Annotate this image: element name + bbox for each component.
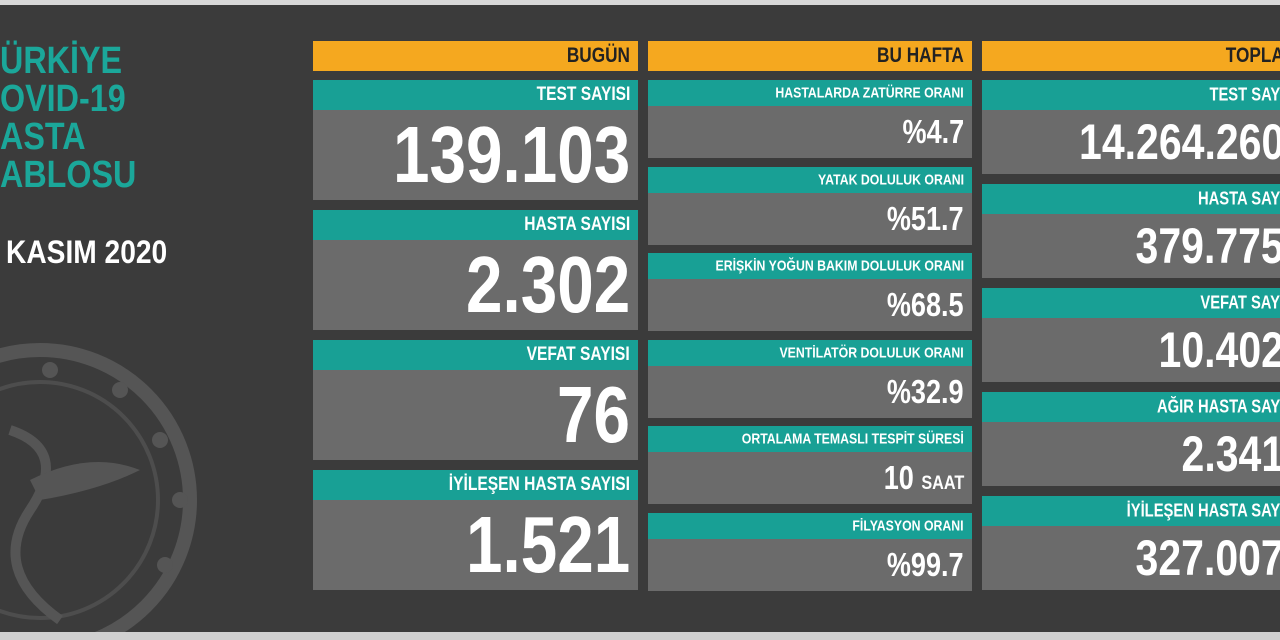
value-number: 327.007 xyxy=(1135,530,1280,586)
value-text: 379.775 xyxy=(1136,217,1280,275)
emblem xyxy=(0,343,197,640)
label-text: İYİLEŞEN HASTA SAYI xyxy=(1126,500,1280,521)
value-text: %51.7 xyxy=(887,200,964,238)
title-line: ABLOSU xyxy=(0,154,137,196)
value-number: %51.7 xyxy=(887,199,964,237)
value-number: 10 xyxy=(883,459,914,496)
card-value: 76 xyxy=(313,370,638,460)
value-number: 379.775 xyxy=(1135,218,1280,274)
card-label: ERİŞKİN YOĞUN BAKIM DOLULUK ORANI xyxy=(648,253,972,279)
report-date: KASIM 2020 xyxy=(6,234,168,270)
card-value: %99.7 xyxy=(648,538,972,591)
label-text: FİLYASYON ORANI xyxy=(852,517,964,534)
label-text: VEFAT SAYI xyxy=(1200,292,1280,313)
value-number: 2.302 xyxy=(465,240,630,329)
value-text: 14.264.260 xyxy=(1079,113,1280,171)
label-text: HASTA SAYISI xyxy=(524,214,630,235)
card-label: İYİLEŞEN HASTA SAYISI xyxy=(313,470,638,500)
value-number: %4.7 xyxy=(902,113,964,150)
value-number: 2.341 xyxy=(1181,426,1280,482)
card-label: ORTALAMA TEMASLI TESPİT SÜRESİ xyxy=(648,426,972,452)
card-value: %32.9 xyxy=(648,365,972,418)
card-label: HASTALARDA ZATÜRRE ORANI xyxy=(648,80,972,106)
value-number: %68.5 xyxy=(887,286,964,323)
card-value: 2.302 xyxy=(313,240,638,330)
value-text: %99.7 xyxy=(887,546,964,584)
label-text: VEFAT SAYISI xyxy=(526,344,630,365)
label-text: HASTA SAYI xyxy=(1197,188,1280,209)
value-number: 76 xyxy=(557,370,630,459)
title-line: ASTA xyxy=(0,116,86,158)
card-value: 379.775 xyxy=(982,214,1280,278)
card-label: VEFAT SAYI xyxy=(982,288,1280,318)
card-label: HASTA SAYISI xyxy=(313,210,638,240)
value-text: 10.402 xyxy=(1159,321,1280,379)
value-text: %32.9 xyxy=(887,373,964,411)
card-value: 139.103 xyxy=(313,110,638,200)
card-value: 10 SAAT xyxy=(648,452,972,504)
label-text: YATAK DOLULUK ORANI xyxy=(817,171,964,188)
value-number: 14.264.260 xyxy=(1078,114,1280,170)
label-text: VENTİLATÖR DOLULUK ORANI xyxy=(779,344,964,361)
card-value: 327.007 xyxy=(982,526,1280,590)
label-text: TEST SAYISI xyxy=(536,84,630,105)
value-text: 76 xyxy=(557,370,630,460)
label-text: AĞIR HASTA SAYI xyxy=(1156,396,1280,417)
card-label: VEFAT SAYISI xyxy=(313,340,638,370)
value-number: 10.402 xyxy=(1158,322,1280,378)
value-text: %68.5 xyxy=(887,286,964,324)
card-label: İYİLEŞEN HASTA SAYI xyxy=(982,496,1280,526)
card-value: 14.264.260 xyxy=(982,110,1280,174)
card-label: FİLYASYON ORANI xyxy=(648,512,972,539)
header-text: BU HAFTA xyxy=(877,44,964,67)
value-number: 139.103 xyxy=(392,110,630,199)
top-border xyxy=(0,0,1280,5)
value-text: 10 SAAT xyxy=(883,459,964,497)
card-label: TEST SAYISI xyxy=(313,80,638,110)
value-text: 2.302 xyxy=(466,240,630,330)
label-text: TEST SAYI xyxy=(1209,84,1280,105)
value-text: 327.007 xyxy=(1136,529,1280,587)
value-text: 2.341 xyxy=(1181,425,1280,483)
header-text: BUGÜN xyxy=(566,44,630,67)
value-text: %4.7 xyxy=(902,113,964,151)
column-header: BU HAFTA xyxy=(648,41,972,71)
card-label: VENTİLATÖR DOLULUK ORANI xyxy=(648,339,972,366)
value-text: 1.521 xyxy=(466,500,630,590)
card-value: %4.7 xyxy=(648,106,972,158)
card-label: YATAK DOLULUK ORANI xyxy=(648,166,972,193)
value-number: %32.9 xyxy=(887,372,964,410)
label-text: İYİLEŞEN HASTA SAYISI xyxy=(448,474,630,495)
card-value: %68.5 xyxy=(648,279,972,331)
card-value: 2.341 xyxy=(982,422,1280,486)
bottom-border xyxy=(0,632,1280,640)
column-header: TOPLA xyxy=(982,41,1280,71)
label-text: ERİŞKİN YOĞUN BAKIM DOLULUK ORANI xyxy=(715,257,964,275)
card-value: 10.402 xyxy=(982,318,1280,382)
value-number: %99.7 xyxy=(887,545,964,583)
title-line: ÜRKİYE xyxy=(0,40,123,82)
card-value: 1.521 xyxy=(313,500,638,590)
value-unit: SAAT xyxy=(921,472,964,494)
label-text: ORTALAMA TEMASLI TESPİT SÜRESİ xyxy=(741,430,964,448)
value-number: 1.521 xyxy=(465,500,630,589)
value-text: 139.103 xyxy=(393,110,630,200)
title-line: OVID-19 xyxy=(0,78,126,120)
card-label: TEST SAYI xyxy=(982,80,1280,110)
label-text: HASTALARDA ZATÜRRE ORANI xyxy=(775,84,964,102)
card-value: %51.7 xyxy=(648,192,972,245)
header-text: TOPLA xyxy=(1225,44,1280,67)
card-label: AĞIR HASTA SAYI xyxy=(982,392,1280,422)
column-header: BUGÜN xyxy=(313,41,638,71)
card-label: HASTA SAYI xyxy=(982,184,1280,214)
